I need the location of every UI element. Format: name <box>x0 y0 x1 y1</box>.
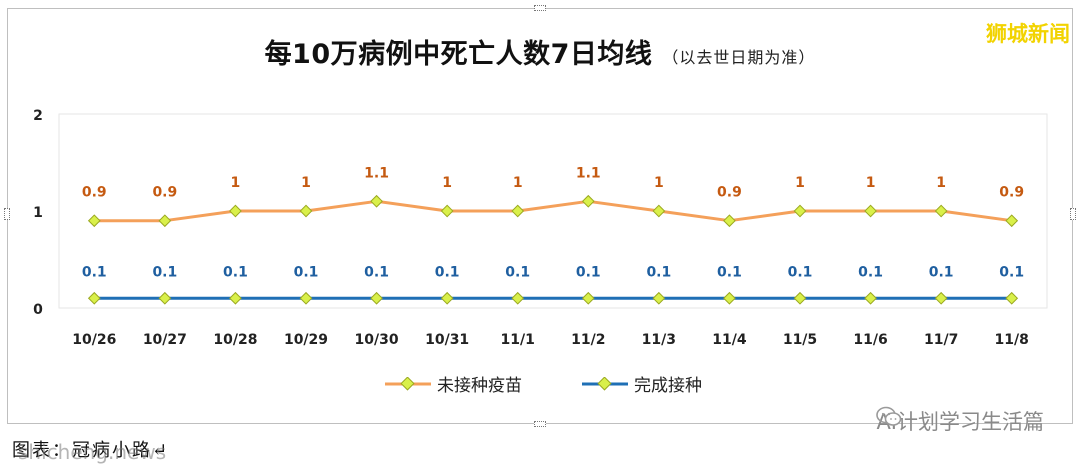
data-point <box>440 291 454 305</box>
data-point <box>652 291 666 305</box>
data-label: 1.1 <box>364 165 389 181</box>
data-point <box>723 291 736 305</box>
data-point <box>793 204 807 218</box>
data-point <box>1005 214 1019 228</box>
watermark-left: shicheng.news <box>18 440 167 464</box>
data-point <box>87 291 101 305</box>
chart-frame <box>7 8 1073 424</box>
x-tick-label: 11/4 <box>712 332 747 348</box>
data-point <box>299 291 313 305</box>
x-tick-label: 11/8 <box>995 332 1029 348</box>
y-tick-label: 1 <box>33 205 43 221</box>
legend-label-unvaccinated: 未接种疫苗 <box>437 376 522 396</box>
x-tick-label: 11/3 <box>642 332 676 348</box>
data-label: 0.9 <box>717 185 742 201</box>
x-tick-label: 11/6 <box>853 332 887 348</box>
data-point <box>229 291 242 305</box>
data-label: 0.1 <box>858 264 883 280</box>
resize-handle-bottom[interactable] <box>534 421 546 427</box>
data-label: 0.1 <box>576 264 601 280</box>
data-point <box>158 291 172 305</box>
series-line-unvaccinated <box>94 199 1012 223</box>
data-point <box>370 291 383 305</box>
data-label: 0.1 <box>294 264 319 280</box>
brand-logo: 狮城新闻 <box>986 22 1070 46</box>
data-point <box>440 204 454 218</box>
data-point <box>652 204 666 218</box>
data-label: 0.1 <box>788 264 813 280</box>
data-label: 0.1 <box>505 264 530 280</box>
x-tick-label: 11/7 <box>924 332 958 348</box>
data-point <box>299 204 313 218</box>
x-tick-label: 11/2 <box>571 332 605 348</box>
data-point <box>864 204 877 218</box>
watermark-right-text: AI计划学习生活篇 <box>876 410 1044 434</box>
data-point <box>511 204 525 218</box>
legend-item-vaccinated: 完成接种 <box>582 371 702 396</box>
y-tick-label: 2 <box>33 108 43 124</box>
data-label: 0.1 <box>717 264 742 280</box>
chart-legend: 未接种疫苗 完成接种 <box>385 371 702 396</box>
chart-source: 图表：冠病小路↵ <box>12 440 170 461</box>
data-point <box>934 204 948 218</box>
chart-title: 每10万病例中死亡人数7日均线 <box>264 39 653 70</box>
resize-handle-left[interactable] <box>4 208 10 220</box>
data-point <box>723 214 736 228</box>
data-label: 1 <box>442 175 452 191</box>
data-point <box>864 291 877 305</box>
legend-item-unvaccinated: 未接种疫苗 <box>385 371 522 396</box>
data-point <box>793 291 807 305</box>
x-tick-label: 10/26 <box>72 332 116 348</box>
data-point <box>511 291 525 305</box>
x-tick-label: 10/30 <box>355 332 399 348</box>
legend-swatch-vaccinated <box>582 376 628 391</box>
y-tick-label: 0 <box>33 302 43 318</box>
data-label: 0.1 <box>223 264 248 280</box>
data-label: 0.9 <box>152 185 177 201</box>
data-point <box>1005 291 1019 305</box>
data-label: 1 <box>301 175 311 191</box>
data-point <box>581 194 595 208</box>
chart-title-block: 每10万病例中死亡人数7日均线 （以去世日期为准） <box>0 32 1080 71</box>
x-tick-label: 10/27 <box>143 332 187 348</box>
legend-label-vaccinated: 完成接种 <box>634 376 702 396</box>
data-label: 1 <box>795 175 805 191</box>
wechat-icon <box>876 406 902 426</box>
data-label: 0.1 <box>152 264 177 280</box>
data-label: 0.1 <box>999 264 1024 280</box>
data-label: 0.1 <box>82 264 107 280</box>
data-point <box>370 194 383 208</box>
data-label: 1.1 <box>576 165 601 181</box>
data-label: 0.1 <box>435 264 460 280</box>
data-label: 1 <box>866 175 876 191</box>
data-point <box>581 291 595 305</box>
resize-handle-top[interactable] <box>534 5 546 11</box>
x-tick-label: 11/5 <box>783 332 817 348</box>
chart-subtitle: （以去世日期为准） <box>662 48 816 67</box>
x-tick-label: 10/28 <box>213 332 257 348</box>
data-label: 1 <box>936 175 946 191</box>
data-label: 0.1 <box>646 264 671 280</box>
data-label: 0.1 <box>364 264 389 280</box>
resize-handle-right[interactable] <box>1070 208 1076 220</box>
legend-swatch-unvaccinated <box>385 376 431 391</box>
data-point <box>158 214 172 228</box>
data-label: 1 <box>513 175 523 191</box>
data-label: 1 <box>231 175 241 191</box>
plot-area <box>58 113 1048 309</box>
data-point <box>934 291 948 305</box>
watermark-right: AI计划学习生活篇 <box>876 406 1044 436</box>
data-label: 0.9 <box>82 185 107 201</box>
x-tick-label: 10/31 <box>425 332 469 348</box>
data-label: 0.9 <box>999 185 1024 201</box>
data-point <box>87 214 101 228</box>
data-point <box>229 204 242 218</box>
data-label: 0.1 <box>929 264 954 280</box>
x-tick-label: 10/29 <box>284 332 328 348</box>
data-label: 1 <box>654 175 664 191</box>
x-tick-label: 11/1 <box>501 332 535 348</box>
